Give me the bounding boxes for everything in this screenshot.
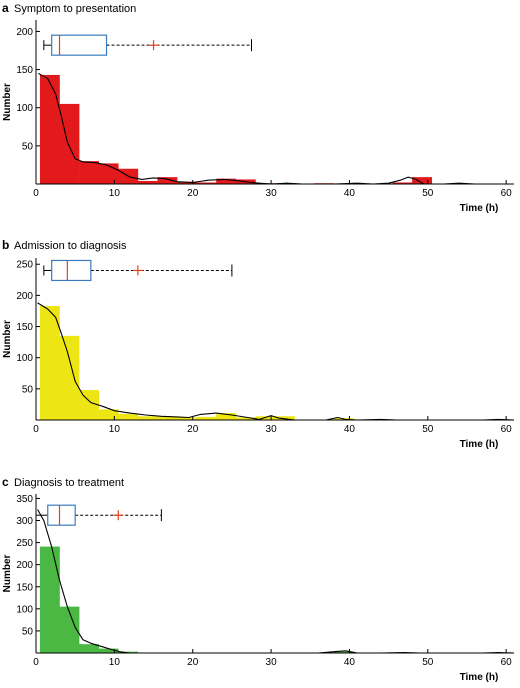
histogram-bar — [157, 177, 178, 184]
x-tick-label: 20 — [187, 188, 199, 199]
x-tick-label: 10 — [109, 188, 121, 199]
histogram-bar — [235, 417, 256, 420]
y-axis-label: Number — [2, 555, 13, 593]
y-tick-label: 200 — [16, 560, 33, 571]
y-tick-label: 200 — [16, 291, 33, 302]
x-tick-label: 10 — [109, 657, 121, 668]
box-iqr — [47, 504, 76, 526]
histogram-bar — [98, 409, 119, 420]
histogram-bar — [196, 182, 217, 184]
panel-letter: a — [2, 1, 9, 15]
y-axis-label: Number — [2, 320, 13, 358]
x-tick-label: 10 — [109, 424, 121, 435]
histogram-bar — [98, 648, 119, 653]
histogram-bar — [157, 416, 178, 420]
histogram-bar — [216, 413, 237, 420]
chart-panel-c: c Diagnosis to treatment 0 10 20 30 40 50 60 50 10… — [2, 475, 515, 683]
histogram-bar — [177, 417, 197, 420]
x-tick-label: 40 — [344, 657, 356, 668]
histogram-bar — [79, 161, 99, 184]
x-tick-label: 40 — [344, 424, 356, 435]
x-tick-label: 30 — [266, 188, 278, 199]
x-tick-label: 60 — [501, 188, 513, 199]
histogram-bar — [137, 180, 158, 184]
y-tick-label: 150 — [16, 582, 33, 593]
histogram-bar — [137, 416, 158, 420]
x-axis-label: Time (h) — [460, 672, 499, 683]
histogram-bar — [39, 546, 60, 653]
box-iqr — [51, 34, 108, 56]
histogram-bar — [118, 413, 139, 420]
x-tick-label: 50 — [422, 424, 434, 435]
x-tick-label: 0 — [33, 188, 39, 199]
y-tick-label: 250 — [16, 538, 33, 549]
panel-letter: c — [2, 475, 9, 489]
histogram-bar — [177, 181, 197, 184]
histogram-bar — [275, 416, 295, 420]
histogram-bar — [59, 335, 80, 420]
histogram-bar — [79, 644, 99, 653]
histogram-bar — [255, 416, 276, 420]
histogram-bar — [333, 651, 354, 653]
y-tick-label: 100 — [16, 353, 33, 364]
y-tick-label: 150 — [16, 322, 33, 333]
x-tick-label: 20 — [187, 657, 199, 668]
box-iqr — [51, 259, 92, 282]
y-tick-label: 100 — [16, 103, 33, 114]
histogram-bar — [59, 103, 80, 184]
x-tick-label: 50 — [422, 188, 434, 199]
y-tick-label: 150 — [16, 65, 33, 76]
chart-panel-b: b Admission to diagnosis 0 10 20 30 40 50 60 50 10… — [2, 238, 515, 450]
x-tick-label: 0 — [33, 424, 39, 435]
histogram-bar — [39, 74, 60, 184]
x-tick-label: 40 — [344, 188, 356, 199]
density-curve — [37, 509, 515, 654]
x-tick-label: 60 — [501, 657, 513, 668]
histogram-bar — [79, 390, 99, 420]
x-tick-label: 60 — [501, 424, 513, 435]
x-tick-label: 30 — [266, 657, 278, 668]
histogram-bar — [412, 177, 433, 184]
x-tick-label: 20 — [187, 424, 199, 435]
y-tick-label: 50 — [22, 626, 34, 637]
y-axis-label: Number — [2, 83, 13, 121]
y-tick-label: 250 — [16, 260, 33, 271]
histogram-bar — [392, 182, 413, 184]
chart-panel-a: a Symptom to presentation 0 10 20 30 40 50 60 50 1… — [2, 1, 514, 214]
histogram-bar — [196, 416, 217, 420]
panel-title: Symptom to presentation — [14, 3, 136, 15]
panel-letter: b — [2, 238, 9, 252]
y-tick-label: 350 — [16, 494, 33, 505]
x-axis-label: Time (h) — [460, 203, 499, 214]
density-curve — [37, 302, 515, 421]
y-tick-label: 200 — [16, 27, 33, 38]
x-axis-label: Time (h) — [460, 439, 499, 450]
x-tick-label: 0 — [33, 657, 39, 668]
histogram-bar — [59, 606, 80, 653]
y-tick-label: 50 — [22, 141, 34, 152]
x-tick-label: 30 — [266, 424, 278, 435]
histogram-bar — [39, 305, 60, 420]
histogram-bar — [98, 163, 119, 184]
panel-title: Admission to diagnosis — [14, 240, 127, 252]
panel-title: Diagnosis to treatment — [14, 477, 124, 489]
histogram-bar — [216, 178, 237, 184]
y-tick-label: 300 — [16, 516, 33, 527]
y-tick-label: 50 — [22, 384, 34, 395]
density-curve — [38, 72, 514, 185]
y-tick-label: 100 — [16, 604, 33, 615]
x-tick-label: 50 — [422, 657, 434, 668]
